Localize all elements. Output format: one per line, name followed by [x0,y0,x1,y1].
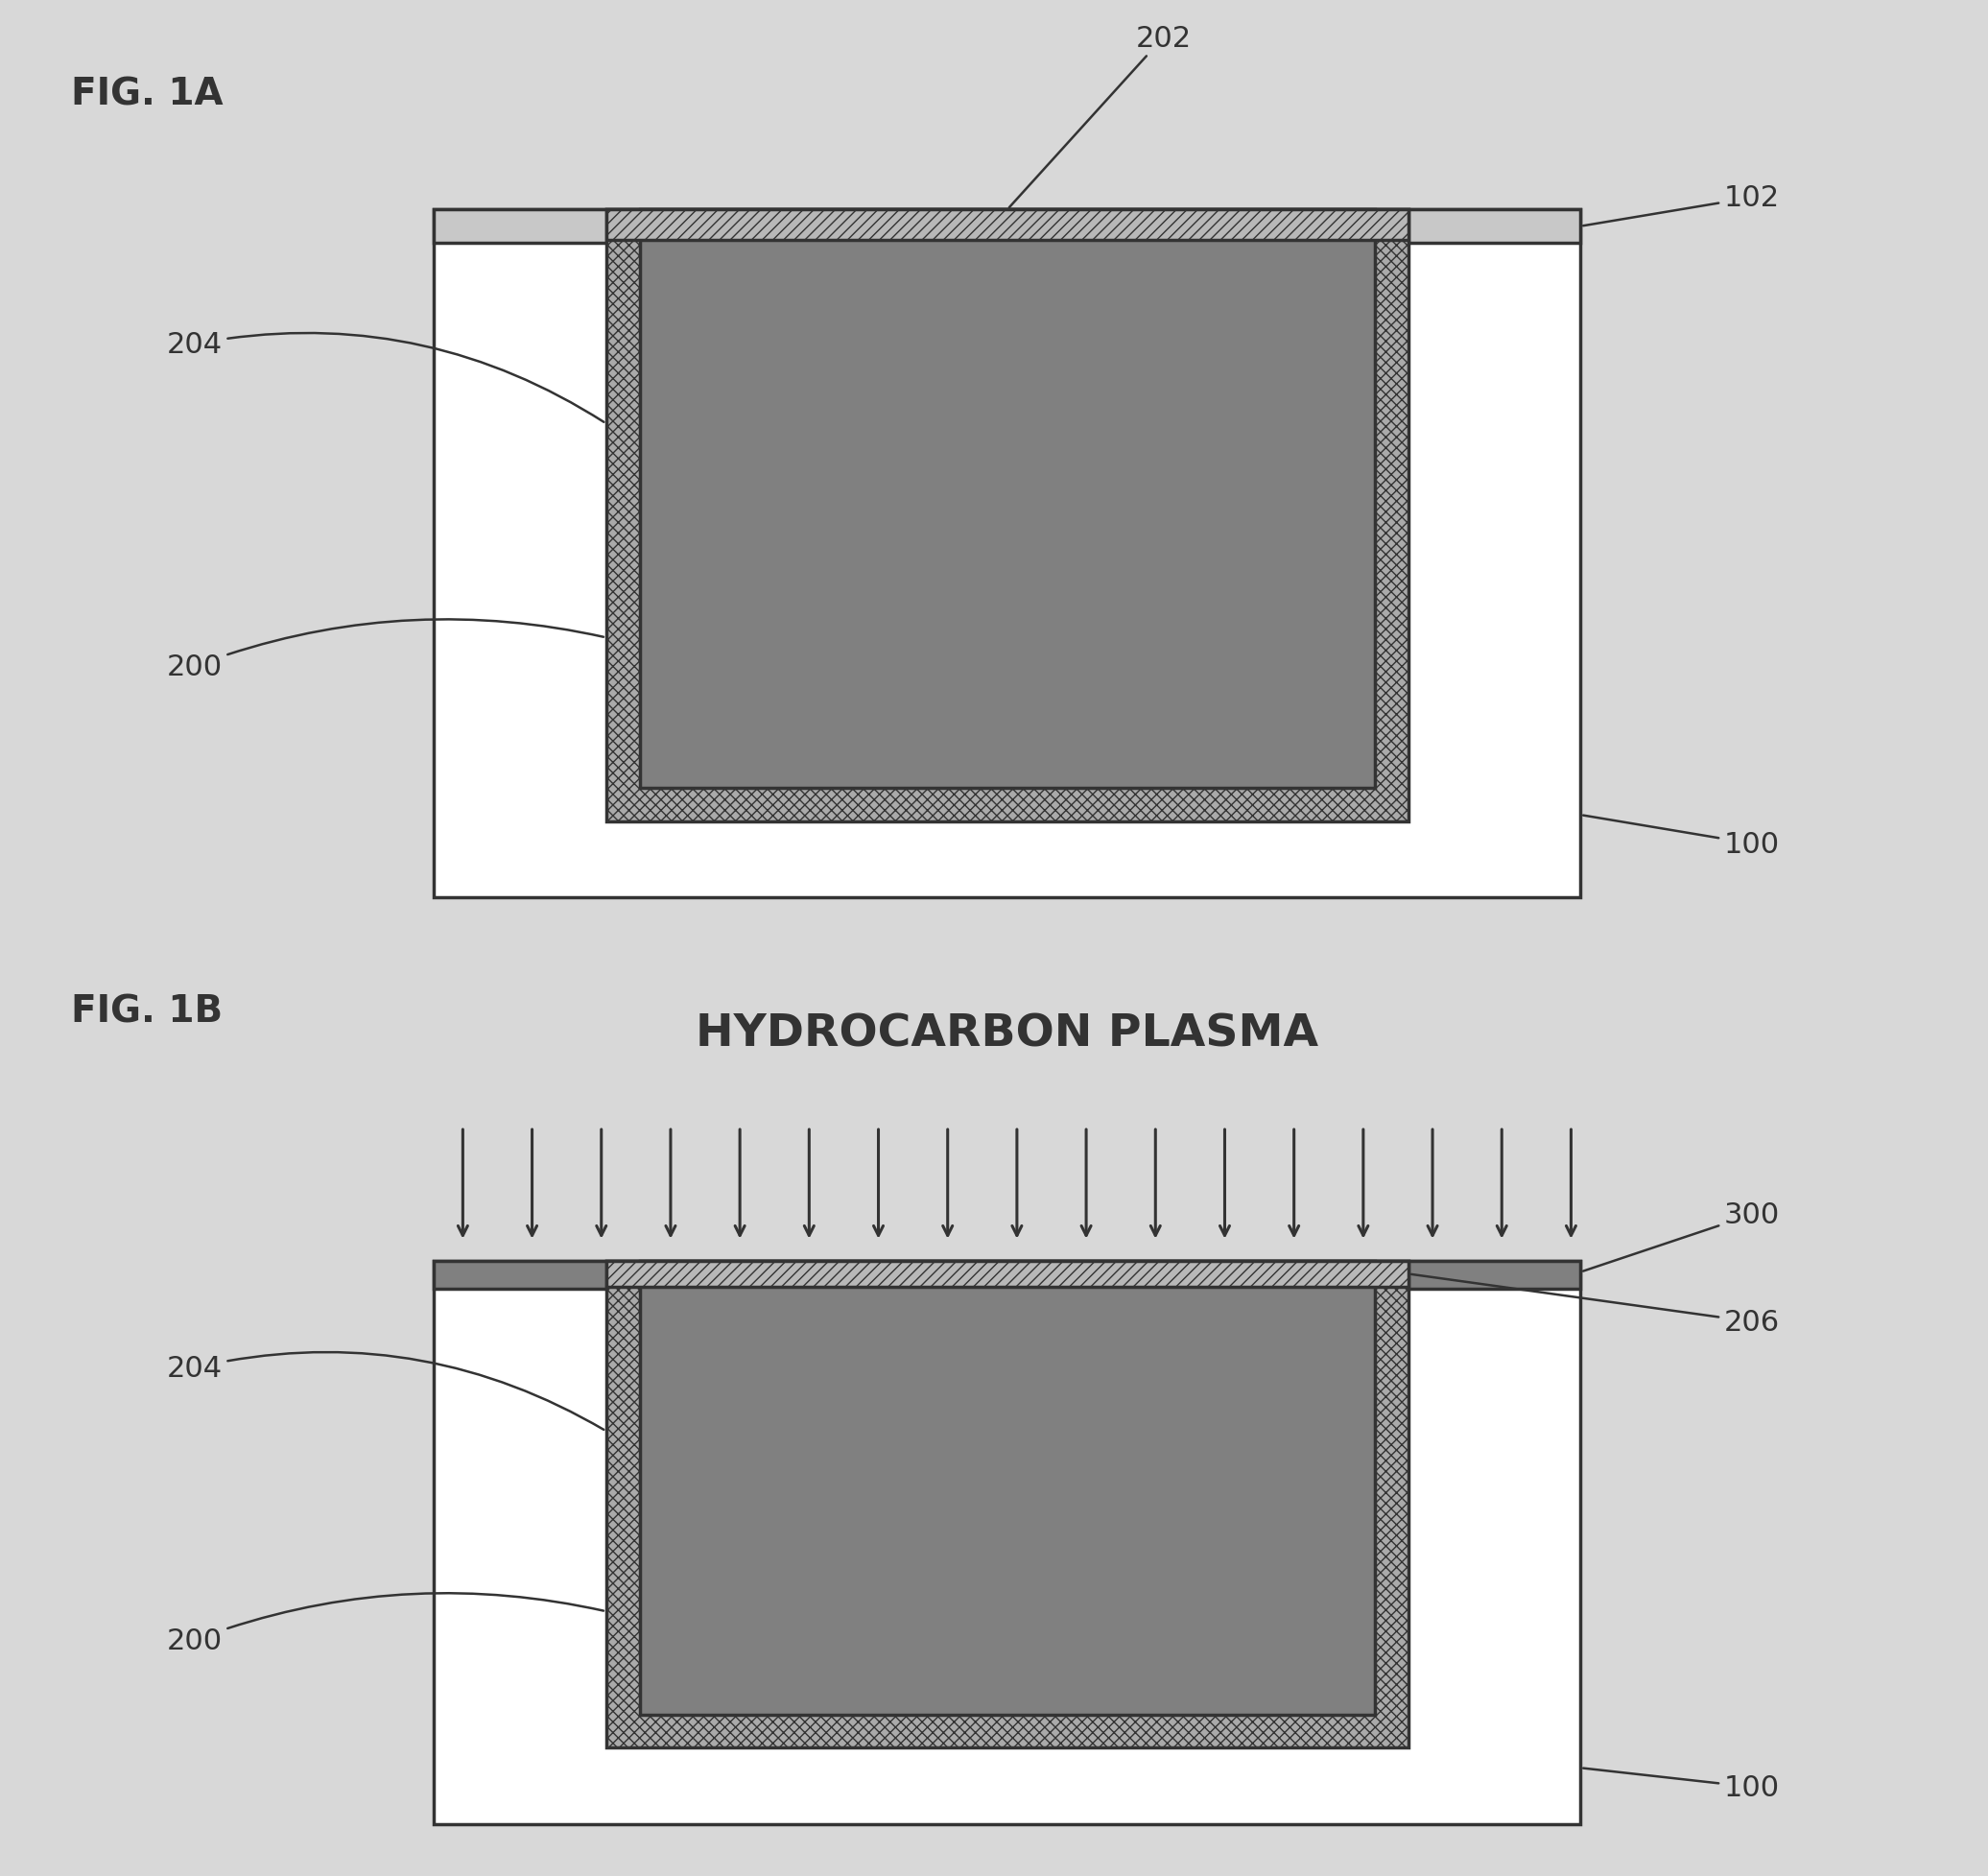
Text: HYDROCARBON PLASMA: HYDROCARBON PLASMA [696,1013,1318,1056]
Bar [606,1261,1409,1287]
Text: 200: 200 [167,619,604,681]
Bar [606,210,1409,822]
Bar [433,210,1580,244]
Text: 202: 202 [1010,24,1191,208]
Bar [433,1261,1580,1289]
Text: 200: 200 [167,1593,604,1655]
Bar [433,1261,1580,1823]
Bar [606,1261,1409,1748]
Text: 100: 100 [1582,1769,1779,1801]
Bar [606,210,1409,240]
Text: 204: 204 [167,1353,604,1430]
Text: 300: 300 [1582,1201,1779,1272]
Bar [433,210,1580,899]
Text: 102: 102 [1582,184,1779,227]
Bar [640,1261,1376,1715]
Text: 204: 204 [167,330,604,422]
Text: FIG. 1A: FIG. 1A [72,77,223,113]
Text: FIG. 1B: FIG. 1B [72,994,223,1030]
Bar [640,210,1376,788]
Text: 100: 100 [1582,816,1779,857]
Text: 206: 206 [1411,1274,1779,1336]
